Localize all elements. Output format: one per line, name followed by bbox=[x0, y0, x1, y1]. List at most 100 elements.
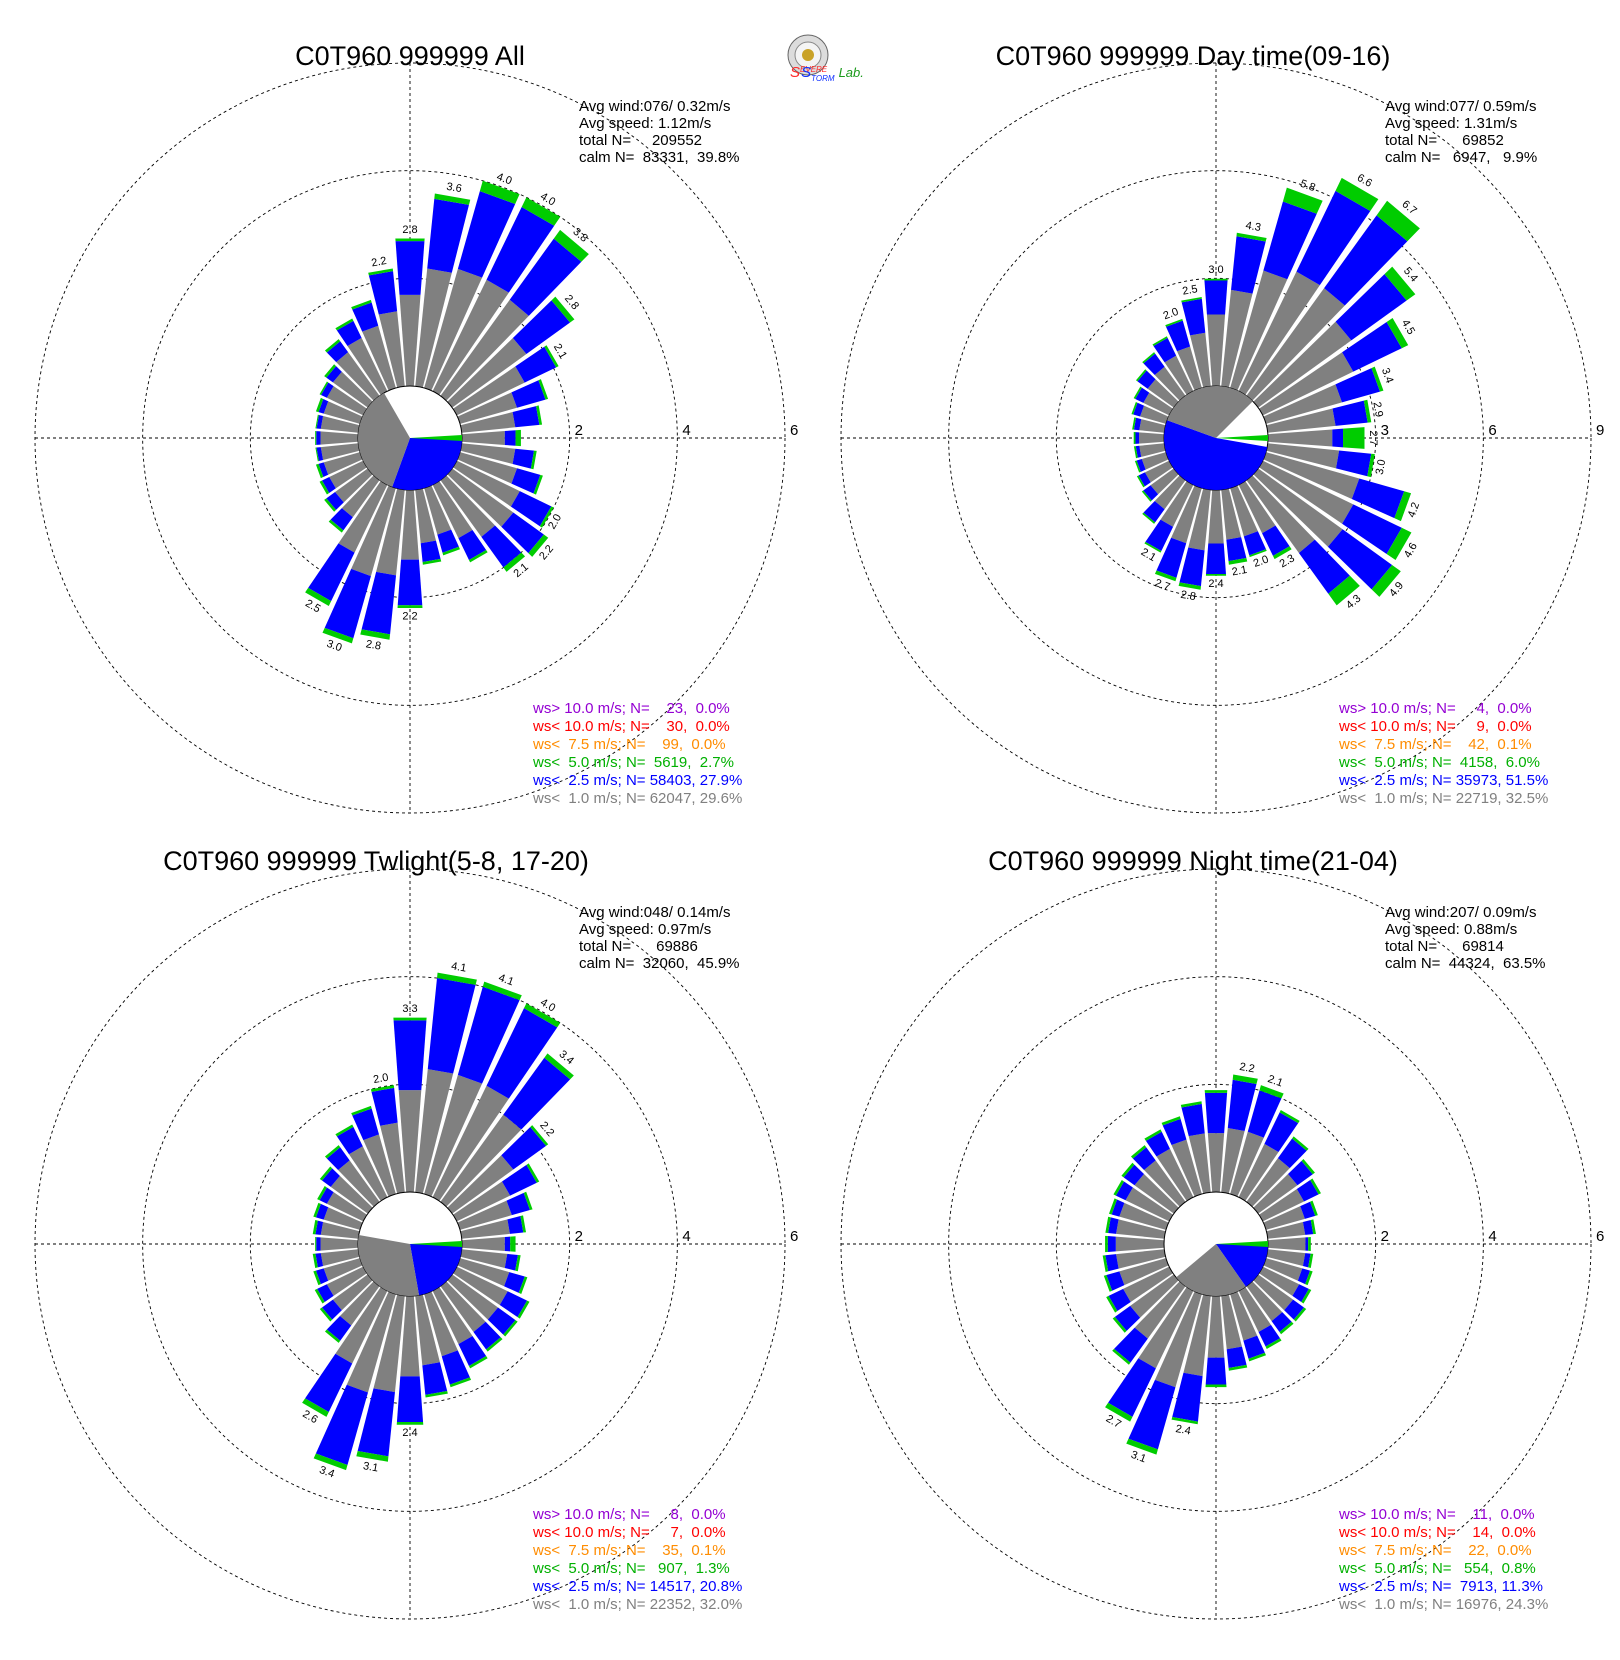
stat-line: Avg wind:207/ 0.09m/s bbox=[1385, 904, 1536, 921]
petal-segment-lt1 bbox=[320, 431, 359, 445]
petal-value-label: 3.4 bbox=[318, 1464, 336, 1481]
petal-segment-lt2_5 bbox=[1136, 458, 1146, 472]
petal-segment-lt5 bbox=[1121, 1162, 1135, 1178]
stat-line: calm N= 44324, 63.5% bbox=[1385, 955, 1546, 972]
petal-segment-lt2_5 bbox=[324, 568, 371, 639]
petal-segment-lt2_5 bbox=[1342, 504, 1402, 554]
stat-line: total N= 69886 bbox=[579, 938, 698, 955]
petal-segment-lt2_5 bbox=[336, 1126, 363, 1155]
petal-segment-lt5 bbox=[324, 339, 341, 353]
petal-segment-lt5 bbox=[1204, 278, 1228, 281]
petal-segment-lt5 bbox=[302, 1398, 329, 1417]
petal-segment-lt5 bbox=[397, 605, 423, 608]
petal-segment-lt2_5 bbox=[315, 1203, 329, 1220]
petal-segment-lt5 bbox=[1105, 1402, 1133, 1422]
petal-segment-lt2_5 bbox=[1332, 400, 1368, 426]
petal-segment-lt5 bbox=[1133, 446, 1138, 459]
petal-segment-lt2_5 bbox=[1179, 547, 1205, 587]
petal-value-label: 2.8 bbox=[402, 224, 417, 236]
petal-segment-lt1 bbox=[424, 268, 483, 391]
petal-segment-lt1 bbox=[1221, 1127, 1245, 1194]
petal-segment-lt2_5 bbox=[321, 382, 334, 398]
petal-segment-lt5 bbox=[313, 1270, 321, 1286]
petal-segment-lt2_5 bbox=[1135, 387, 1150, 403]
petal-segment-lt2_5 bbox=[1204, 1092, 1228, 1134]
petal-segment-lt5 bbox=[539, 506, 554, 528]
petal-segment-lt5 bbox=[1232, 1074, 1258, 1084]
petal-segment-lt1 bbox=[447, 337, 527, 408]
petal-segment-lt5 bbox=[1144, 1129, 1162, 1141]
petal-segment-lt5 bbox=[1343, 427, 1365, 449]
petal-segment-lt1 bbox=[1188, 488, 1211, 551]
logo-torm: TORM bbox=[811, 74, 835, 83]
petal-segment-lt2_5 bbox=[504, 430, 516, 446]
petal-segment-lt1 bbox=[1263, 1258, 1303, 1281]
petal-segment-lt1 bbox=[1160, 481, 1194, 527]
calm-wedge-blue bbox=[392, 438, 462, 490]
petal-segment-lt2_5 bbox=[326, 341, 349, 363]
petal-value-label: 4.1 bbox=[497, 972, 515, 989]
petal-segment-lt2_5 bbox=[1351, 478, 1405, 519]
petal-segment-lt1 bbox=[1238, 1287, 1271, 1333]
petal-segment-lt2_5 bbox=[1165, 320, 1191, 352]
legend-entry: ws< 7.5 m/s; N= 35, 0.1% bbox=[532, 1542, 726, 1559]
petal-segment-lt2_5 bbox=[499, 1291, 528, 1318]
windrose-panel: C0T960 999999 Night time(21-04) 2.2 2.1 2.4… bbox=[840, 846, 1604, 1620]
petal-segment-lt5 bbox=[1386, 317, 1409, 349]
petal-segment-lt5 bbox=[517, 1300, 530, 1319]
petal-segment-lt1 bbox=[1171, 1139, 1202, 1197]
petal-segment-lt2_5 bbox=[420, 540, 441, 563]
petal-segment-lt5 bbox=[351, 1105, 372, 1116]
panel-title: C0T960 999999 Night time(21-04) bbox=[988, 846, 1398, 876]
calm-wedge-gray bbox=[1167, 386, 1253, 438]
petal-value-label: 2.5 bbox=[1181, 283, 1198, 297]
petal-segment-lt5 bbox=[1301, 1288, 1312, 1304]
petal-segment-lt5 bbox=[314, 1288, 325, 1304]
petal-segment-lt2_5 bbox=[1335, 274, 1407, 341]
petal-segment-lt2_5 bbox=[1204, 280, 1228, 315]
petal-segment-lt2_5 bbox=[458, 1335, 487, 1366]
petal-segment-lt5 bbox=[1180, 1101, 1202, 1108]
petal-segment-lt2_5 bbox=[473, 1321, 501, 1350]
petal-segment-lt2_5 bbox=[1284, 1299, 1305, 1320]
petal-segment-lt1 bbox=[1267, 429, 1333, 447]
petal-value-label: 3.3 bbox=[402, 1003, 417, 1015]
petal-segment-lt1 bbox=[453, 1181, 511, 1222]
petal-segment-lt5 bbox=[1102, 1255, 1109, 1272]
petal-segment-lt2_5 bbox=[457, 986, 520, 1084]
petal-segment-lt2_5 bbox=[511, 380, 546, 408]
petal-segment-lt5 bbox=[1367, 453, 1375, 478]
petal-segment-lt2_5 bbox=[487, 1307, 516, 1335]
petal-segment-lt5 bbox=[1165, 318, 1183, 327]
petal-segment-lt5 bbox=[322, 627, 354, 644]
ring-label: 9 bbox=[1596, 422, 1604, 439]
ring-label: 2 bbox=[575, 422, 583, 439]
petal-segment-lt5 bbox=[1108, 1198, 1118, 1215]
petal-segment-lt1 bbox=[1246, 475, 1315, 553]
petal-segment-lt5 bbox=[1249, 549, 1267, 558]
petal-segment-lt2_5 bbox=[512, 300, 571, 355]
petal-segment-lt1 bbox=[376, 488, 405, 576]
petal-segment-lt2_5 bbox=[315, 1268, 329, 1285]
petal-segment-lt2_5 bbox=[1302, 1253, 1311, 1268]
petal-segment-lt1 bbox=[398, 1090, 422, 1193]
petal-segment-lt1 bbox=[1246, 288, 1345, 401]
petal-segment-lt2_5 bbox=[1335, 368, 1380, 403]
petal-value-label: 2.1 bbox=[1231, 564, 1248, 578]
petal-segment-lt1 bbox=[1267, 1237, 1306, 1251]
stat-line: Avg speed: 1.31m/s bbox=[1385, 115, 1517, 132]
petal-segment-lt2_5 bbox=[1111, 1199, 1125, 1217]
petal-segment-lt2_5 bbox=[1262, 525, 1290, 556]
petal-segment-lt5 bbox=[1133, 431, 1136, 445]
petal-segment-lt5 bbox=[1105, 1235, 1108, 1253]
petal-value-label: 3.0 bbox=[1374, 459, 1388, 476]
petal-segment-lt1 bbox=[1141, 452, 1169, 470]
petal-segment-lt2_5 bbox=[352, 302, 379, 332]
petal-segment-lt1 bbox=[1246, 1158, 1290, 1207]
petal-segment-lt2_5 bbox=[315, 1220, 324, 1235]
petal-segment-lt2_5 bbox=[481, 525, 522, 568]
petal-segment-lt5 bbox=[503, 1320, 518, 1337]
ring-label: 2 bbox=[575, 1228, 583, 1245]
ring-label: 6 bbox=[790, 422, 798, 439]
petal-segment-lt2_5 bbox=[437, 529, 459, 553]
